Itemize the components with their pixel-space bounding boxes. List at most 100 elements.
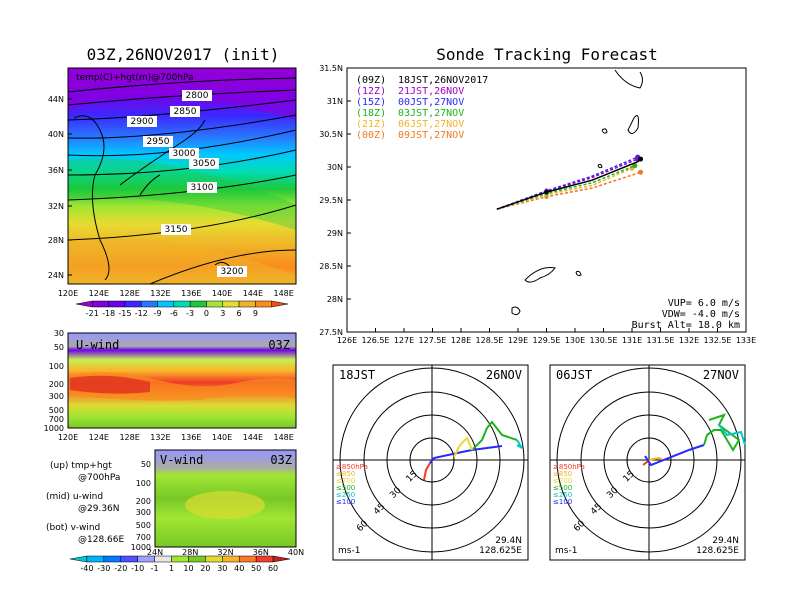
colorbar-cell <box>238 555 257 563</box>
legend-tag: (09Z) <box>356 75 386 86</box>
colorbar-label: -1 <box>151 564 159 573</box>
tracking-frame <box>346 67 747 333</box>
colorbar-label: 60 <box>268 564 278 573</box>
pressure-tick-label: 1000 <box>44 424 64 433</box>
legend-text: 09JST,27NOV <box>398 130 464 141</box>
lon-tick-label: 127E <box>394 336 414 345</box>
colorbar-label: 3 <box>220 309 225 318</box>
hodograph-trace <box>471 420 518 451</box>
colorbar-cell <box>222 300 240 308</box>
lat-tick-label: 30N <box>327 163 343 172</box>
lat-tick-label: 32N <box>217 548 233 557</box>
u-wind-time: 03Z <box>268 338 290 352</box>
level-label: ≤100 <box>336 498 355 506</box>
u-wind-panel <box>67 332 297 429</box>
lon-tick-label: 136E <box>181 289 201 298</box>
lon-tick-label: 140E <box>212 433 232 442</box>
colorbar-cell <box>171 555 189 563</box>
lon-tick-label: 131E <box>622 336 642 345</box>
legend-text: 18JST,26NOV2017 <box>398 75 488 86</box>
legend-mid-2: @29.36N <box>78 504 120 514</box>
colorbar-cell <box>189 300 207 308</box>
colorbar-cell <box>255 300 272 308</box>
legend-bot-1: (bot) v-wind <box>46 523 100 533</box>
colorbar-label: -6 <box>170 309 178 318</box>
colorbar-label: -18 <box>102 309 115 318</box>
lon-tick-label: 144E <box>243 433 263 442</box>
lon-tick-label: 127.5E <box>419 336 447 345</box>
colorbar-label: -40 <box>80 564 93 573</box>
legend-text: 21JST,26NOV <box>398 86 464 97</box>
lat-tick-label: 44N <box>48 95 64 104</box>
lat-tick-label: 28.5N <box>319 262 343 271</box>
u-wind-lon-ticks: 120E 124E 128E 132E 136E 140E 144E 148E <box>58 433 294 442</box>
pressure-tick-label: 500 <box>136 521 151 530</box>
hodo-time: 18JST <box>339 368 375 382</box>
pressure-tick-label: 50 <box>54 343 64 352</box>
lon-tick-label: 120E <box>58 289 78 298</box>
level-label: ≤250 <box>336 491 355 499</box>
colorbar-label: -20 <box>114 564 127 573</box>
colorbar-cell <box>86 555 105 563</box>
contour-label-bg <box>187 182 217 193</box>
map-lat-ticks: 44N 40N 36N 32N 28N 24N <box>48 95 72 280</box>
level-label: ≤700 <box>553 477 572 485</box>
colorbar-cell <box>271 300 289 308</box>
contour-label-bg <box>143 136 173 147</box>
colorbar-label: -10 <box>131 564 144 573</box>
lon-tick-label: 132.5E <box>704 336 732 345</box>
lat-tick-label: 31N <box>327 97 343 106</box>
lat-tick-label: 30.5N <box>319 130 343 139</box>
colorbar-cell <box>205 555 223 563</box>
lon-tick-label: 124E <box>89 433 109 442</box>
unit-label: ms-1 <box>338 546 360 556</box>
contour-label: 3200 <box>221 267 244 277</box>
map-label: temp(C)+hgt(m)@700hPa <box>76 73 194 83</box>
colorbar-label: -30 <box>97 564 110 573</box>
contour-label-bg <box>127 116 157 127</box>
pressure-tick-label: 300 <box>49 392 64 401</box>
colorbar-cell <box>272 555 291 563</box>
contour-label: 3000 <box>173 149 196 159</box>
colorbar-cell <box>154 555 172 563</box>
colorbar-cell <box>69 555 88 563</box>
v-wind-lat-ticks: 24N 28N 32N 36N 40N <box>147 548 304 557</box>
hodograph-trace <box>648 456 664 461</box>
legend-tag: (12Z) <box>356 86 386 97</box>
level-label: ≥850hPa <box>336 463 368 471</box>
legend-mid-1: (mid) u-wind <box>46 492 103 502</box>
colorbar-cell <box>137 555 155 563</box>
pressure-tick-label: 200 <box>136 497 151 506</box>
lon-tick-label: 132E <box>150 289 170 298</box>
panel-legend: (up) tmp+hgt @700hPa (mid) u-wind @29.36… <box>46 461 124 545</box>
pressure-tick-label: 100 <box>136 479 151 488</box>
lon-tick-label: 120E <box>58 433 78 442</box>
v-wind-panel <box>154 449 297 548</box>
pressure-tick-label: 700 <box>136 533 151 542</box>
colorbar-cell <box>75 300 93 308</box>
hodograph-trace <box>429 445 503 464</box>
colorbar-cell <box>206 300 224 308</box>
lon-tick-label: 148E <box>274 289 294 298</box>
track-line <box>496 158 642 210</box>
contour-label-bg <box>182 90 212 101</box>
temperature-map <box>67 67 297 285</box>
lat-label: 29.4N <box>495 536 522 546</box>
track-mid-point <box>544 189 549 195</box>
contour-label: 3050 <box>193 159 216 169</box>
lat-tick-label: 31.5N <box>319 64 343 73</box>
map-lon-ticks: 120E 124E 128E 132E 136E 140E 144E 148E <box>58 289 294 298</box>
v-wind-time: 03Z <box>270 453 292 467</box>
contour-label-bg <box>189 158 219 169</box>
tracking-lon-ticks: 126E 126.5E 127E 127.5E 128E 128.5E 129E 129.5E… <box>337 328 756 345</box>
lon-tick-label: 128E <box>119 433 139 442</box>
lat-tick-label: 27.5N <box>319 328 343 337</box>
lon-label: 128.625E <box>696 546 739 556</box>
colorbar-cell <box>124 300 142 308</box>
tracking-lat-ticks: 31.5N 31N 30.5N 30N 29.5N 29N 28.5N 28N 27.5N <box>319 64 351 337</box>
lon-tick-label: 132E <box>150 433 170 442</box>
level-label: ≤500 <box>336 484 355 492</box>
track-end-point <box>638 169 644 175</box>
